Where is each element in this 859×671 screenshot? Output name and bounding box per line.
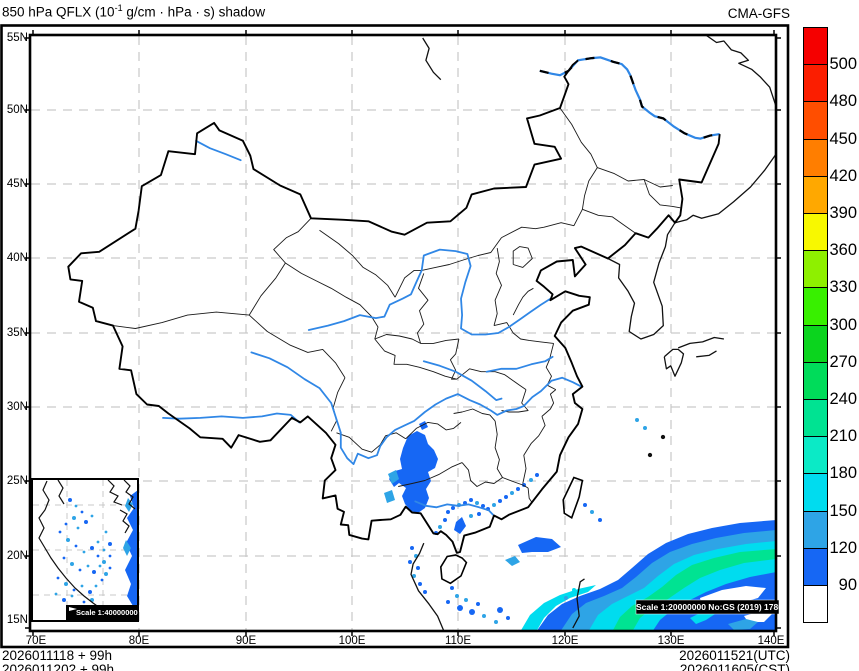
colorbar-tick-label: 210 [829,427,857,446]
colorbar-tick-label: 330 [829,278,857,297]
river-pearl [414,500,494,516]
lon-tick-label: 130E [657,635,685,647]
title-exponent: -1 [114,3,123,13]
footer-run-1: 2026011118 + 99h [2,648,112,663]
foreign-coastlines [410,36,775,630]
lon-tick-label: 140E [757,635,785,647]
river-irtysh [195,139,242,162]
footer-valid-cst: 2026011605(CST) [679,662,790,671]
river-han [422,360,503,401]
colorbar-tick-label: 420 [829,166,857,185]
colorbar-segment [803,547,828,586]
colorbar-segment [803,361,828,400]
lat-tick-label: 30N [6,401,28,413]
river-amur [539,56,720,140]
title-prefix: 850 hPa QFLX (10 [2,4,115,20]
colorbar-tick-label: 390 [829,204,857,222]
colorbar-segment [803,436,828,475]
amur-border-dashes [539,56,720,140]
lat-tick-label: 45N [6,178,28,190]
taiwan-island [562,476,584,519]
river-yangtze [250,351,583,465]
title-row: 850 hPa QFLX (10-1 g/cm · hPa · s) shado… [0,0,859,24]
colorbar-tick-label: 240 [829,390,857,408]
colorbar-tick-label: 360 [829,241,857,260]
colorbar-tick-label: 300 [829,315,857,334]
inset-scale-label: Scale 1:40000000 [76,608,138,617]
colorbar-segment [803,138,828,177]
colorbar-tick-label: 450 [829,129,857,148]
lon-tick-label: 110E [444,635,471,647]
footer-valid-utc: 2026011521(UTC) [679,648,790,663]
colorbar-tick-label: 120 [829,538,857,557]
colorbar-tick-label: 270 [829,352,857,371]
river-yellow [307,248,552,336]
colorbar-segment [803,27,828,66]
lon-tick-label: 80E [128,635,150,647]
map-layers [31,36,775,630]
model-name: CMA-GFS [727,6,790,21]
lat-tick-label: 55N [6,32,28,44]
lon-tick-label: 90E [235,635,257,647]
map-scale-box [635,599,780,615]
chart-title: 850 hPa QFLX (10-1 g/cm · hPa · s) shado… [2,3,265,20]
inset-scale-box [66,605,138,620]
rivers [162,139,583,516]
lat-tick-label: 40N [6,252,28,264]
lat-tick-label: 25N [6,475,28,487]
axis-ticks [25,30,781,636]
province-borders [112,107,681,504]
footer-run-2: 2026011202 + 99h [2,662,114,671]
colorbar-segment [803,473,828,512]
lat-tick-label: 35N [6,327,28,339]
river-huai [485,355,554,373]
colorbar-tick-label: 90 [838,576,857,594]
colorbar-segment [803,101,828,140]
china-national-border [67,59,721,554]
colorbar-tick-label: 480 [829,92,857,111]
colorbar-segment [803,213,828,252]
lat-tick-label: 20N [6,550,28,562]
hainan-island [439,554,468,585]
river-yarlung [162,412,301,424]
colorbar-tick-label: 500 [829,55,857,74]
map-scale-label: Scale 1:20000000 No:GS (2019) 1786 [636,602,783,612]
colorbar-tick-label: 180 [829,464,857,483]
lon-tick-label: 100E [338,635,366,647]
grid-lines [31,36,775,630]
inset-north-flag-icon [69,607,77,616]
lat-tick-label: 50N [6,104,28,116]
lon-tick-label: 70E [25,635,47,647]
figure-outer-frame [0,24,790,649]
lat-tick-label: 15N [6,614,28,626]
colorbar-segment [803,510,828,549]
colorbar-segment [803,287,828,326]
colorbar-tick-label: 150 [829,501,857,520]
lon-tick-label: 120E [551,635,579,647]
colorbar-segment [803,585,828,624]
inset-map [31,478,139,622]
title-suffix: g/cm · hPa · s) shadow [122,4,266,20]
